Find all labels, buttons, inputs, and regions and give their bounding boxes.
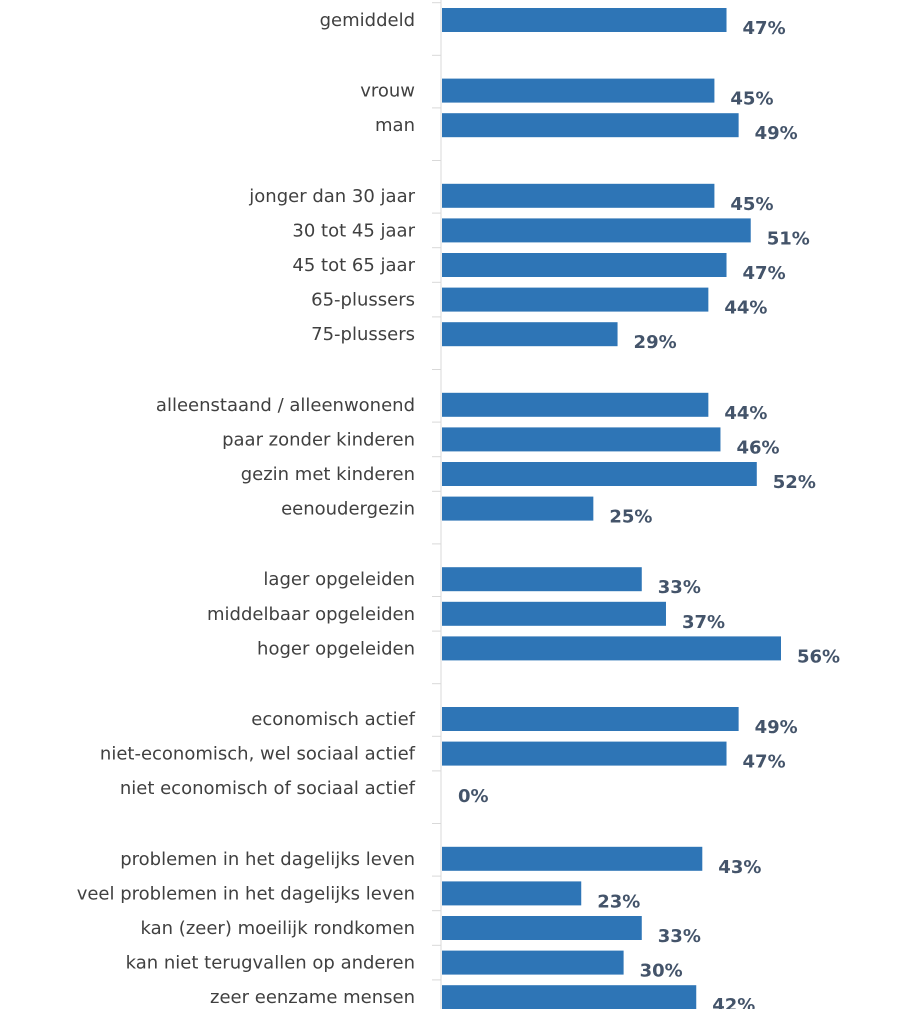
category-label: middelbaar opgeleiden [207,604,415,625]
category-label: alleenstaand / alleenwonend [156,395,415,416]
category-label: economisch actief [251,709,415,730]
bar-5 [442,253,727,277]
value-label: 33% [658,577,701,598]
value-label: 30% [640,961,683,982]
bar-20 [442,916,642,940]
category-label: lager opgeleiden [263,569,415,590]
category-label: 30 tot 45 jaar [292,220,415,241]
category-label: problemen in het dagelijks leven [120,849,415,870]
category-label: kan niet terugvallen op anderen [126,953,415,974]
chart-axis [432,0,442,1009]
value-label: 45% [730,194,773,215]
bar-19 [442,881,582,906]
bar-3 [442,183,715,208]
chart-bars [442,8,781,1009]
value-label: 47% [743,18,786,39]
chart-labels: gemiddeld 47% vrouw 45% man 49% jonger dan 30 … [77,10,840,1009]
category-label: 45 tot 65 jaar [292,255,415,276]
category-label: kan (zeer) moeilijk rondkomen [141,918,415,939]
bar-9 [442,427,721,452]
bar-2 [442,113,739,138]
value-label: 46% [736,437,779,458]
category-label: niet economisch of sociaal actief [120,778,416,799]
category-label: veel problemen in het dagelijks leven [77,883,415,904]
category-label: zeer eenzame mensen [210,987,415,1008]
bar-16 [442,741,727,766]
category-label: gezin met kinderen [241,464,415,485]
value-label: 0% [458,786,489,807]
bar-13 [442,601,666,626]
category-label: paar zonder kinderen [222,429,415,450]
bar-0 [442,8,727,32]
value-label: 42% [712,995,755,1009]
category-label: vrouw [360,81,415,102]
bar-18 [442,846,703,871]
category-label: 65-plussers [311,290,415,311]
value-label: 44% [724,298,767,319]
value-label: 56% [797,646,840,667]
value-label: 37% [682,612,725,633]
bar-4 [442,218,751,243]
category-label: 75-plussers [311,324,415,345]
bar-15 [442,707,739,731]
bar-11 [442,496,594,521]
bar-1 [442,78,715,103]
value-label: 43% [718,857,761,878]
value-label: 47% [743,752,786,773]
value-label: 23% [597,891,640,912]
value-label: 29% [634,332,677,353]
value-label: 47% [743,263,786,284]
value-label: 44% [724,403,767,424]
bar-8 [442,392,709,417]
bar-10 [442,462,757,486]
bar-12 [442,567,642,592]
value-label: 49% [755,123,798,144]
category-label: niet-economisch, wel sociaal actief [100,744,416,765]
value-label: 45% [730,89,773,110]
category-label: jonger dan 30 jaar [248,186,415,207]
bar-7 [442,322,618,347]
value-label: 25% [609,507,652,528]
value-label: 33% [658,926,701,947]
bar-14 [442,636,781,661]
category-label: eenoudergezin [281,499,415,520]
bar-21 [442,950,624,975]
value-label: 52% [773,472,816,493]
value-label: 49% [755,717,798,738]
category-label: gemiddeld [320,10,415,31]
bar-6 [442,287,709,312]
category-label: man [375,115,415,136]
bar-22 [442,985,697,1009]
value-label: 51% [767,228,810,249]
category-label: hoger opgeleiden [257,638,415,659]
